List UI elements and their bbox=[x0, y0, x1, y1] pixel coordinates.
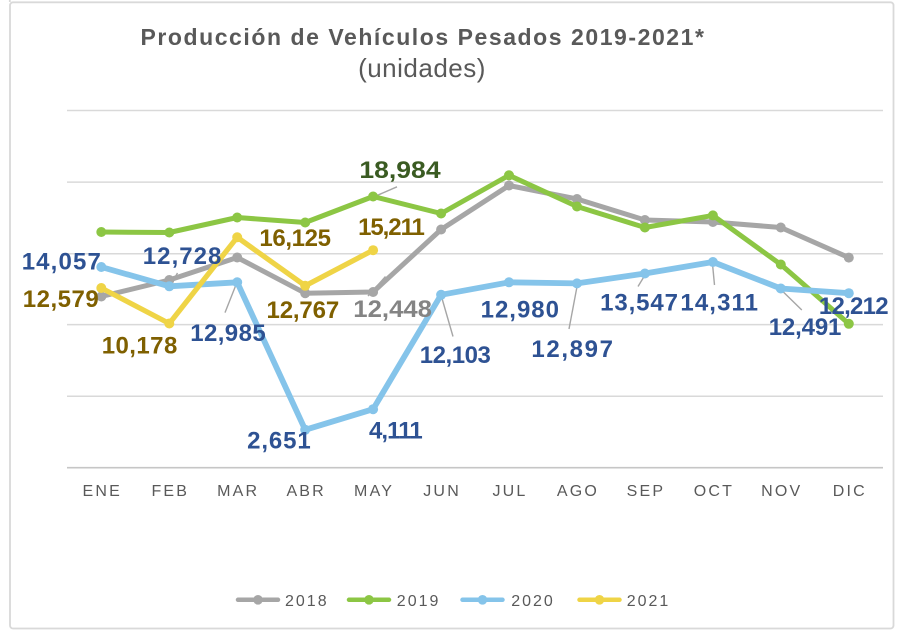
svg-text:2019: 2019 bbox=[397, 593, 441, 610]
svg-text:ABR: ABR bbox=[286, 483, 326, 500]
svg-text:2020: 2020 bbox=[511, 593, 555, 610]
svg-text:4,111: 4,111 bbox=[369, 418, 423, 445]
svg-text:MAY: MAY bbox=[354, 483, 394, 500]
svg-text:JUN: JUN bbox=[423, 483, 461, 500]
svg-text:(unidades): (unidades) bbox=[358, 53, 486, 83]
svg-text:12,491: 12,491 bbox=[769, 314, 842, 341]
svg-text:12,767: 12,767 bbox=[267, 297, 340, 324]
svg-text:MAR: MAR bbox=[217, 483, 259, 500]
svg-text:DIC: DIC bbox=[833, 483, 867, 500]
svg-text:12,103: 12,103 bbox=[420, 342, 491, 369]
svg-text:15,211: 15,211 bbox=[358, 214, 425, 241]
svg-text:14,057: 14,057 bbox=[22, 248, 101, 275]
svg-text:12,897: 12,897 bbox=[531, 336, 613, 363]
svg-text:12,212: 12,212 bbox=[819, 293, 889, 320]
svg-text:12,579: 12,579 bbox=[23, 286, 99, 313]
svg-text:AGO: AGO bbox=[557, 483, 599, 500]
svg-text:2,651: 2,651 bbox=[247, 428, 311, 455]
svg-text:10,178: 10,178 bbox=[102, 333, 178, 360]
svg-text:12,728: 12,728 bbox=[143, 243, 222, 270]
svg-text:SEP: SEP bbox=[627, 483, 666, 500]
svg-text:2018: 2018 bbox=[285, 593, 329, 610]
svg-text:2021: 2021 bbox=[627, 593, 671, 610]
svg-text:18,984: 18,984 bbox=[359, 157, 441, 184]
svg-text:JUL: JUL bbox=[492, 483, 527, 500]
svg-text:OCT: OCT bbox=[694, 483, 734, 500]
svg-text:13,547: 13,547 bbox=[600, 289, 678, 316]
svg-text:12,985: 12,985 bbox=[190, 320, 266, 347]
svg-text:ENE: ENE bbox=[83, 483, 123, 500]
svg-text:FEB: FEB bbox=[151, 483, 189, 500]
svg-text:12,980: 12,980 bbox=[481, 296, 559, 323]
svg-text:12,448: 12,448 bbox=[353, 296, 432, 323]
svg-text:Producción de Vehículos Pesado: Producción de Vehículos Pesados 2019-202… bbox=[141, 24, 706, 50]
svg-text:14,311: 14,311 bbox=[680, 289, 758, 316]
svg-text:16,125: 16,125 bbox=[259, 225, 331, 252]
svg-text:NOV: NOV bbox=[761, 483, 802, 500]
